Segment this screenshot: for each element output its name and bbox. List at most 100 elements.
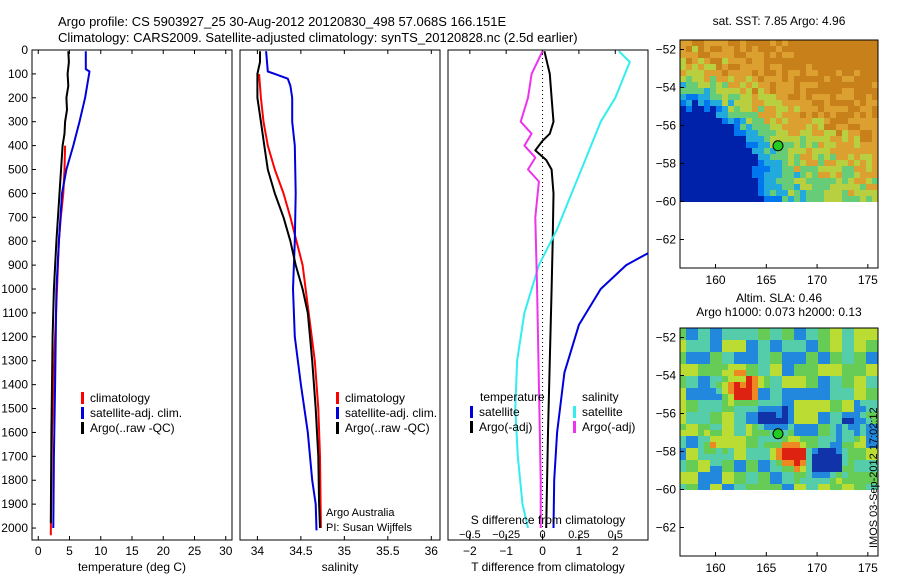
map-cell: [734, 112, 741, 119]
map-cell: [812, 334, 819, 341]
map-cell: [800, 472, 807, 479]
map-cell: [818, 178, 825, 185]
map-cell: [734, 334, 741, 341]
legend-label-argo: Argo(..raw -QC): [345, 421, 430, 435]
map-cell: [698, 412, 705, 419]
map-cell: [740, 370, 747, 377]
map-cell: [872, 178, 879, 185]
map-cell: [788, 424, 795, 431]
map-cell: [824, 70, 831, 77]
map-cell: [698, 406, 705, 413]
map-cell: [722, 70, 729, 77]
map-cell: [686, 364, 693, 371]
map-cell: [794, 100, 801, 107]
map-cell: [866, 76, 873, 83]
map-cell: [680, 346, 687, 353]
map-cell: [866, 382, 873, 389]
map-cell: [782, 478, 789, 485]
map-cell: [860, 472, 867, 479]
map-cell: [848, 412, 855, 419]
map-cell: [800, 142, 807, 149]
map-cell: [776, 196, 783, 202]
map-cell: [836, 52, 843, 59]
y-tick-label: 300: [8, 115, 28, 129]
map-cell: [818, 358, 825, 365]
map-cell: [752, 160, 759, 167]
map-cell: [818, 394, 825, 401]
map-cell: [692, 442, 699, 449]
map-cell: [812, 418, 819, 425]
map-cell: [758, 340, 765, 347]
map-cell: [746, 388, 753, 395]
map-cell: [692, 52, 699, 59]
map-cell: [698, 466, 705, 473]
map-cell: [830, 160, 837, 167]
plot-frame: [239, 49, 441, 541]
map-cell: [812, 46, 819, 53]
map-cell: [740, 382, 747, 389]
map-cell: [860, 58, 867, 65]
map-cell: [698, 448, 705, 455]
map-cell: [698, 178, 705, 185]
map-cell: [842, 184, 849, 191]
map-cell: [680, 460, 687, 467]
map-cell: [842, 358, 849, 365]
map-cell: [794, 166, 801, 173]
map-cell: [716, 118, 723, 125]
map-cell: [758, 430, 765, 437]
map-cell: [746, 166, 753, 173]
map-cell: [776, 172, 783, 179]
map-cell: [686, 412, 693, 419]
map-cell: [872, 190, 879, 197]
map-cell: [812, 388, 819, 395]
map-cell: [776, 382, 783, 389]
map-cell: [698, 334, 705, 341]
map-cell: [734, 40, 741, 47]
map-cell: [752, 358, 759, 365]
map-cell: [782, 340, 789, 347]
map-cell: [680, 412, 687, 419]
map-cell: [770, 472, 777, 479]
x-axis-label: T difference from climatology: [471, 560, 625, 574]
map-cell: [692, 178, 699, 185]
annotation-pi: PI: Susan Wijffels: [326, 522, 412, 534]
map-cell: [812, 370, 819, 377]
map-cell: [752, 112, 759, 119]
map-cell: [788, 478, 795, 485]
map-cell: [692, 118, 699, 125]
map-cell: [728, 142, 735, 149]
map-cell: [686, 442, 693, 449]
map-cell: [806, 100, 813, 107]
map-cell: [734, 406, 741, 413]
map-cell: [716, 94, 723, 101]
map-cell: [854, 460, 861, 467]
map-cell: [722, 412, 729, 419]
map-cell: [692, 460, 699, 467]
map-cell: [692, 358, 699, 365]
map-cell: [758, 130, 765, 137]
map-cell: [788, 466, 795, 473]
map-cell: [866, 112, 873, 119]
map-cell: [860, 196, 867, 202]
map-cell: [746, 100, 753, 107]
map-cell: [710, 454, 717, 461]
map-cell: [836, 358, 843, 365]
map-cell: [830, 382, 837, 389]
map-cell: [824, 166, 831, 173]
map-cell: [806, 406, 813, 413]
map-cell: [740, 466, 747, 473]
map-cell: [806, 166, 813, 173]
map-cell: [800, 154, 807, 161]
map-cell: [734, 430, 741, 437]
map-cell: [686, 478, 693, 485]
map-cell: [782, 406, 789, 413]
map-cell: [746, 184, 753, 191]
map-cell: [800, 436, 807, 443]
map-cell: [842, 94, 849, 101]
map-cell: [806, 130, 813, 137]
map-cell: [818, 454, 825, 461]
map-cell: [782, 100, 789, 107]
map-cell: [836, 466, 843, 473]
map-cell: [806, 376, 813, 383]
map-cell: [752, 118, 759, 125]
